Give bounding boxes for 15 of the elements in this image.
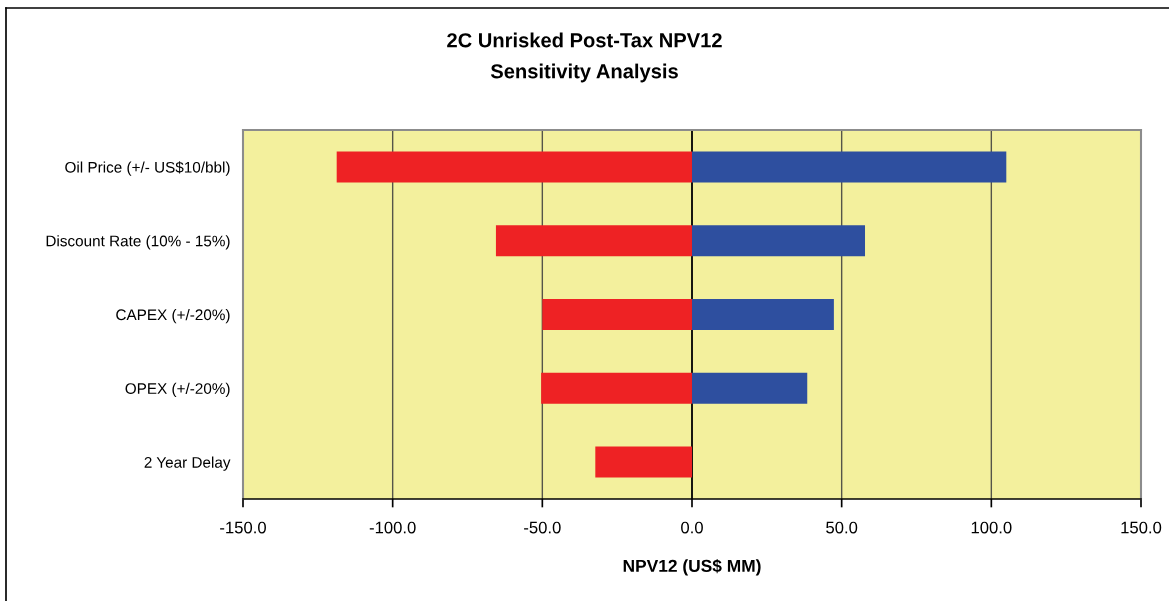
- x-tick-label: 50.0: [826, 521, 858, 534]
- x-tick-label: -100.0: [369, 521, 416, 534]
- chart-title: 2C Unrisked Post-Tax NPV12: [447, 32, 722, 48]
- y-tick-label: Oil Price (+/- US$10/bbl): [65, 161, 230, 176]
- y-tick-label: 2 Year Delay: [144, 456, 231, 471]
- y-tick-label: OPEX (+/-20%): [125, 382, 230, 397]
- x-axis-title: NPV12 (US$ MM): [623, 558, 761, 576]
- y-tick-label: Discount Rate (10% - 15%): [46, 235, 230, 250]
- y-tick-label: CAPEX (+/-20%): [116, 308, 230, 324]
- chart-subtitle: Sensitivity Analysis: [490, 63, 678, 83]
- x-tick-label: -150.0: [220, 521, 266, 534]
- x-tick-label: 0.0: [681, 521, 703, 534]
- x-tick-label: 150.0: [1121, 521, 1162, 534]
- x-tick-label: -50.0: [524, 521, 561, 534]
- x-tick-label: 100.0: [971, 521, 1012, 534]
